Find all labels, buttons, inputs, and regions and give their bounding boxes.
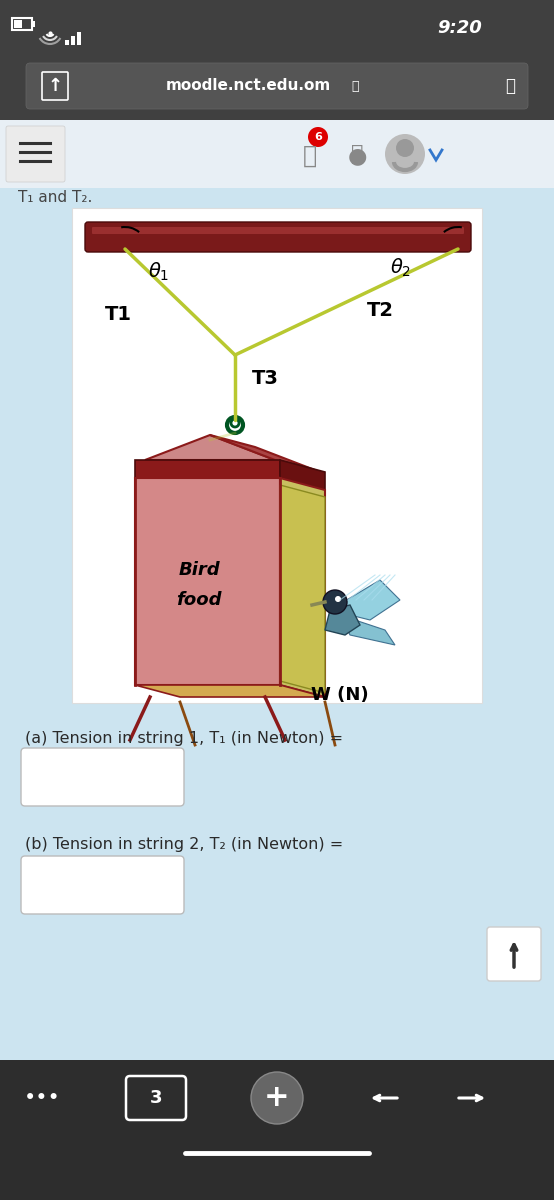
Bar (72, 208, 482, 703)
Bar (0, 1060, 554, 1200)
Text: 🔑: 🔑 (505, 77, 515, 95)
Text: •••: ••• (24, 1088, 60, 1108)
FancyBboxPatch shape (92, 227, 464, 234)
Text: 🔔: 🔔 (303, 144, 317, 168)
Polygon shape (280, 485, 325, 692)
Text: ●: ● (347, 146, 367, 166)
Circle shape (308, 127, 328, 146)
Circle shape (323, 590, 347, 614)
Text: (b) Tension in string 2, T₂ (in Newton) =: (b) Tension in string 2, T₂ (in Newton) … (25, 838, 343, 852)
Text: 3: 3 (150, 1090, 162, 1106)
Bar (32, 20, 35, 26)
Bar (65, 40, 69, 44)
Text: W (N): W (N) (311, 686, 369, 704)
Text: $\theta_1$: $\theta_1$ (148, 260, 170, 283)
Polygon shape (325, 605, 360, 635)
Bar (0, 55, 554, 120)
Bar (0, 120, 554, 188)
Polygon shape (135, 685, 325, 697)
Polygon shape (135, 478, 280, 685)
Text: T₁ and T₂.: T₁ and T₂. (18, 191, 93, 205)
FancyBboxPatch shape (21, 748, 184, 806)
Bar (71, 36, 75, 44)
Text: +: + (264, 1084, 290, 1112)
FancyBboxPatch shape (85, 222, 471, 252)
Bar (14, 20, 22, 28)
Text: 9:20: 9:20 (438, 19, 483, 37)
Polygon shape (280, 460, 325, 490)
Bar (12, 18, 32, 30)
Polygon shape (210, 434, 320, 472)
Text: T2: T2 (367, 300, 393, 319)
Bar (77, 32, 81, 44)
Bar (0, 120, 554, 1060)
Circle shape (385, 134, 425, 174)
Text: moodle.nct.edu.om: moodle.nct.edu.om (166, 78, 331, 94)
Circle shape (396, 139, 414, 157)
Text: 🔒: 🔒 (351, 79, 359, 92)
FancyBboxPatch shape (21, 856, 184, 914)
Polygon shape (340, 614, 395, 646)
FancyBboxPatch shape (6, 126, 65, 182)
Text: food: food (176, 590, 222, 608)
Polygon shape (135, 460, 280, 478)
Text: (a) Tension in string 1, T₁ (in Newton) =: (a) Tension in string 1, T₁ (in Newton) … (25, 731, 343, 745)
Bar (0, 0, 554, 55)
Text: 6: 6 (314, 132, 322, 142)
FancyBboxPatch shape (487, 926, 541, 982)
Text: ↑: ↑ (48, 77, 63, 95)
Polygon shape (280, 478, 325, 697)
Circle shape (335, 596, 341, 602)
FancyBboxPatch shape (26, 62, 528, 109)
Polygon shape (145, 434, 275, 460)
Text: T3: T3 (252, 368, 279, 388)
Polygon shape (330, 580, 400, 620)
Text: $\theta_2$: $\theta_2$ (390, 257, 411, 280)
Text: Bird: Bird (178, 560, 220, 578)
Text: T1: T1 (105, 306, 131, 324)
Text: 💬: 💬 (351, 144, 363, 164)
Circle shape (251, 1072, 303, 1124)
